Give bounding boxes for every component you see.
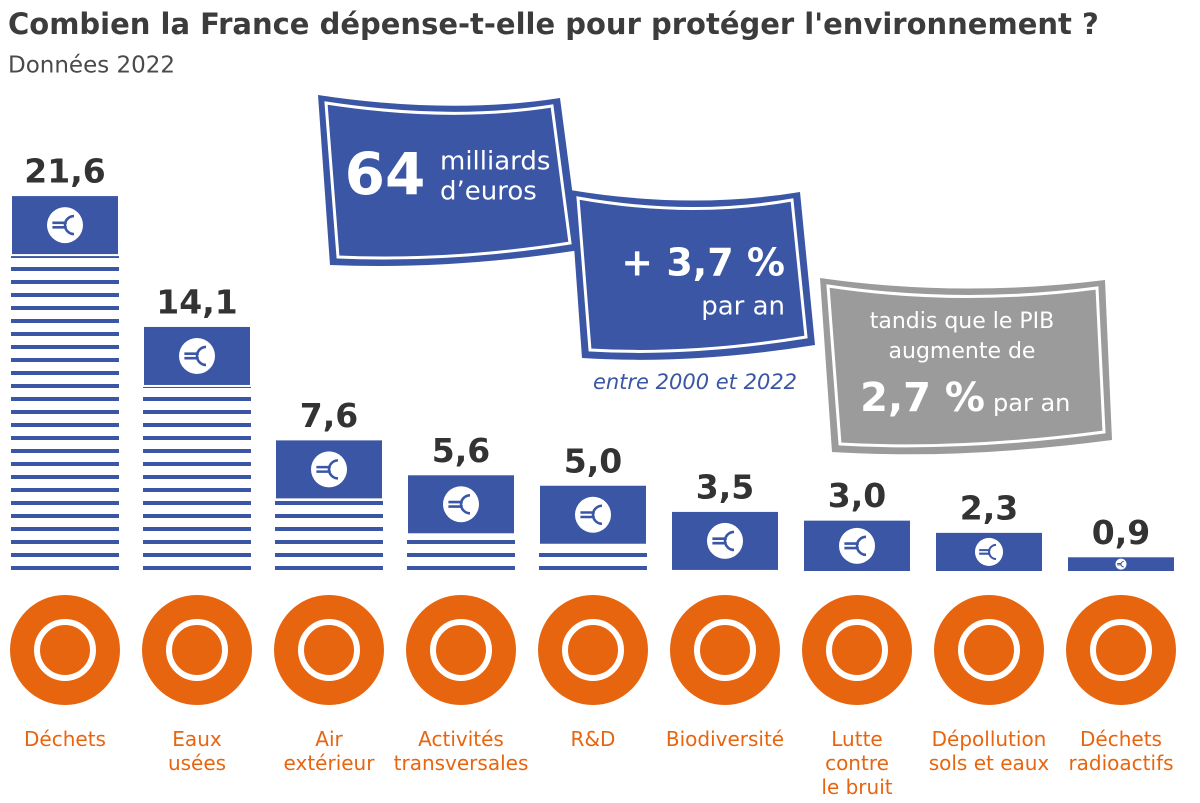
category-icon-inner	[430, 619, 492, 681]
category-icon	[670, 595, 780, 705]
euro-symbol	[580, 504, 603, 526]
x-tick-label: Activités transversales	[394, 727, 529, 775]
banner-border	[826, 284, 1106, 448]
x-tick-label: Déchets radioactifs	[1068, 727, 1173, 775]
category-icon-inner	[298, 619, 360, 681]
annotation: 64	[345, 140, 426, 208]
category-icon-inner	[562, 619, 624, 681]
category-icon	[274, 595, 384, 705]
data-label: 14,1	[156, 282, 237, 321]
data-label: 0,9	[1092, 513, 1150, 552]
category-icon-inner	[34, 619, 96, 681]
x-tick-label: Biodiversité	[666, 727, 784, 751]
euro-symbol	[316, 459, 339, 480]
data-label: 3,5	[696, 467, 754, 506]
data-label: 3,0	[828, 476, 886, 515]
banner	[820, 278, 1112, 455]
x-tick-label: Déchets	[24, 727, 106, 751]
banner	[570, 190, 815, 360]
category-icon-inner	[1090, 619, 1152, 681]
euro-symbol	[979, 543, 997, 560]
category-icon	[10, 595, 120, 705]
annotation: 2,7 %	[860, 375, 985, 421]
euro-symbol	[844, 535, 867, 557]
annotation: milliards	[440, 147, 550, 177]
chart-title: Combien la France dépense-t-elle pour pr…	[8, 7, 1099, 41]
data-label: 21,6	[24, 152, 105, 191]
category-icon	[142, 595, 252, 705]
annotation: par an	[993, 389, 1070, 417]
data-label: 2,3	[960, 488, 1018, 527]
annotation: augmente de	[889, 339, 1036, 364]
category-icon	[934, 595, 1044, 705]
category-icon	[538, 595, 648, 705]
euro-symbol	[1117, 560, 1124, 568]
banner-border	[324, 101, 572, 260]
chart-subtitle: Données 2022	[8, 53, 175, 79]
x-tick-label: Eaux usées	[168, 727, 226, 775]
banner	[318, 95, 580, 266]
category-icon-inner	[826, 619, 888, 681]
euro-symbol	[52, 214, 75, 236]
category-icon-inner	[694, 619, 756, 681]
euro-symbol	[448, 493, 471, 515]
category-icon	[406, 595, 516, 705]
category-icon-inner	[958, 619, 1020, 681]
euro-symbol	[184, 345, 207, 367]
annotation: + 3,7 %	[621, 241, 785, 285]
category-icon-inner	[166, 619, 228, 681]
x-tick-label: Lutte contre le bruit	[821, 727, 892, 799]
annotation: tandis que le PIB	[870, 309, 1055, 334]
euro-symbol	[712, 530, 735, 552]
annotation: d’euros	[440, 177, 537, 207]
category-icon	[1066, 595, 1176, 705]
data-label: 5,6	[432, 431, 490, 470]
data-label: 7,6	[300, 396, 358, 435]
x-tick-label: R&D	[571, 727, 616, 751]
category-icon	[802, 595, 912, 705]
annotation: entre 2000 et 2022	[593, 370, 797, 394]
bar	[11, 195, 119, 572]
annotation: par an	[701, 292, 785, 322]
banner-border	[576, 196, 808, 353]
x-tick-label: Dépollution sols et eaux	[929, 727, 1050, 775]
x-tick-label: Air extérieur	[284, 727, 376, 775]
data-label: 5,0	[564, 441, 622, 480]
